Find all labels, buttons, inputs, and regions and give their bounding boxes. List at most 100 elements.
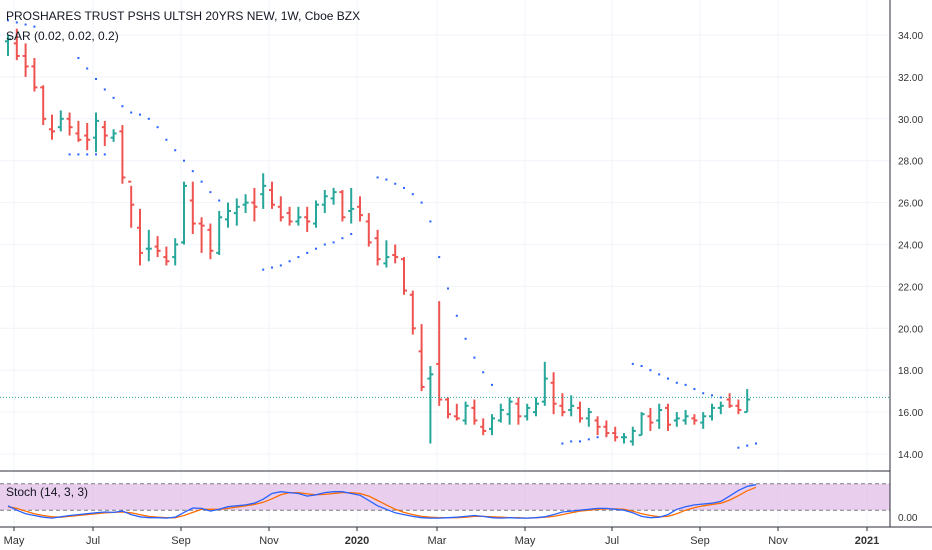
- sar-dot: [77, 153, 80, 156]
- sar-dot: [200, 180, 203, 183]
- ohlc-bar: [57, 110, 64, 132]
- stoch-axis-tick: 0.00: [898, 513, 918, 524]
- sar-dot: [675, 381, 678, 384]
- sar-dot: [473, 356, 476, 359]
- y-tick-label: 26.00: [898, 199, 923, 210]
- sar-dot: [139, 113, 141, 116]
- ohlc-bar: [577, 401, 583, 423]
- sar-dot: [156, 126, 159, 129]
- ohlc-bar: [330, 187, 337, 205]
- sar-dot: [86, 67, 89, 70]
- ohlc-bar: [207, 223, 214, 260]
- ohlc-bar: [189, 181, 196, 235]
- sar-dot: [579, 440, 581, 443]
- ohlc-bar: [66, 112, 73, 136]
- sar-dot: [341, 237, 344, 240]
- ohlc-bar: [13, 28, 20, 61]
- ohlc-bar: [357, 196, 363, 222]
- sar-dot: [332, 241, 335, 244]
- ohlc-bar: [418, 324, 425, 392]
- ohlc-bar: [75, 120, 82, 142]
- sar-dot: [297, 256, 300, 259]
- ohlc-bar: [594, 416, 601, 436]
- ohlc-bar: [101, 120, 108, 147]
- ohlc-bar: [585, 407, 592, 427]
- sar-dot: [24, 23, 27, 26]
- ohlc-bar: [374, 229, 381, 266]
- x-tick-label: Sep: [171, 535, 191, 547]
- ohlc-bar: [559, 393, 566, 417]
- sar-dot: [570, 440, 573, 443]
- sar-dot: [218, 199, 221, 202]
- sar-dot: [121, 105, 124, 108]
- ohlc-bar: [295, 206, 302, 226]
- sar-dot: [403, 186, 405, 189]
- stoch-k-line: [7, 484, 757, 519]
- ohlc-bar: [665, 403, 671, 431]
- ohlc-bar: [31, 58, 38, 92]
- sar-dot: [649, 369, 652, 372]
- ohlc-bar: [110, 129, 117, 142]
- sar-dot: [438, 256, 441, 259]
- ohlc-bar: [128, 180, 135, 228]
- sar-dot: [279, 264, 282, 267]
- ohlc-bar: [84, 122, 91, 151]
- ohlc-bar: [497, 403, 504, 423]
- ohlc-bar: [533, 397, 539, 417]
- x-tick-label: Jul: [605, 535, 619, 547]
- sar-dot: [684, 383, 687, 386]
- grid-lines: [0, 0, 890, 527]
- ohlc-bar: [409, 290, 416, 335]
- ohlc-bar: [339, 190, 346, 222]
- ohlc-bar: [682, 410, 689, 425]
- sar-dot: [711, 394, 713, 397]
- sar-dots: [7, 19, 757, 449]
- sar-dot: [174, 149, 177, 152]
- ohlc-bar: [489, 414, 495, 436]
- ohlc-bar: [49, 114, 55, 140]
- ohlc-bar: [198, 217, 205, 253]
- sar-dot: [209, 191, 212, 194]
- sar-dot: [103, 153, 106, 156]
- x-tick-label: May: [515, 535, 536, 547]
- y-tick-label: 18.00: [898, 366, 923, 377]
- sar-dot: [640, 365, 643, 368]
- time-axis[interactable]: May Jul Sep Nov 2020 Mar May Jul Sep Nov 2021: [4, 527, 880, 547]
- ohlc-bar: [5, 35, 11, 56]
- ohlc-bar: [251, 187, 258, 222]
- stoch-indicator-label[interactable]: Stoch (14, 3, 3): [6, 485, 88, 499]
- sar-dot: [667, 377, 669, 380]
- sar-dot: [464, 337, 467, 340]
- ohlc-bar: [524, 403, 531, 421]
- price-axis[interactable]: 34.00 32.00 30.00 28.00 26.00 24.00 22.00 20.00…: [898, 31, 923, 461]
- ohlc-bar: [216, 210, 223, 255]
- sar-dot: [658, 373, 661, 376]
- ohlc-bar: [744, 389, 751, 414]
- ohlc-bar: [550, 372, 557, 415]
- sar-dot: [271, 266, 273, 269]
- sar-dot: [429, 220, 432, 223]
- ohlc-bar: [717, 401, 724, 415]
- y-tick-label: 16.00: [898, 408, 923, 419]
- ohlc-bar: [480, 418, 487, 436]
- ohlc-bar: [172, 238, 179, 266]
- y-tick-label: 24.00: [898, 241, 923, 252]
- ohlc-bar: [427, 366, 434, 444]
- ohlc-bar: [277, 196, 284, 222]
- ohlc-bar: [506, 397, 513, 425]
- sar-dot: [315, 247, 317, 250]
- sar-dot: [631, 362, 634, 365]
- ohlc-bar: [313, 200, 319, 228]
- sar-indicator-label[interactable]: SAR (0.02, 0.02, 0.2): [6, 29, 119, 43]
- ohlc-bar: [242, 194, 249, 214]
- ohlc-bar: [286, 206, 293, 226]
- ohlc-bar: [321, 190, 328, 214]
- sar-dot: [323, 243, 326, 246]
- y-tick-label: 34.00: [898, 31, 923, 42]
- ohlc-bar: [269, 181, 275, 209]
- ohlc-bar: [673, 412, 680, 427]
- ohlc-bar: [612, 426, 619, 442]
- ohlc-bar: [700, 412, 707, 429]
- sar-dot: [411, 193, 414, 196]
